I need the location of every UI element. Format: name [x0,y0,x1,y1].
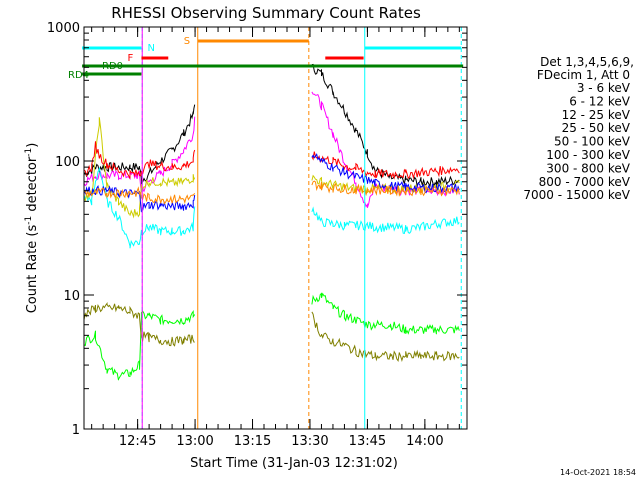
y-axis-label-main: Count Rate (s [25,225,40,314]
series-line-4 [83,167,460,249]
flag-label-n: N [147,43,154,54]
y-tick-label-3: 100 [55,155,80,170]
legend-label-2: 6 - 12 keV [569,94,631,108]
series-line-6 [83,141,460,180]
y-axis-label: Count Rate (s-1 detector-1) [24,143,40,314]
x-axis-label: Start Time (31-Jan-03 12:31:02) [190,456,398,471]
plot-series-layer [83,63,460,381]
legend-label-3: 12 - 25 keV [562,108,631,122]
y-axis-label-end: ) [25,143,40,148]
legend-label-1: 3 - 6 keV [577,81,631,95]
flag-bar-layer: N S F RD0 RD4 [68,36,464,81]
series-line-3 [83,292,460,381]
x-tick-label-5: 13:45 [349,434,386,449]
series-line-8 [83,180,460,205]
flag-label-s: S [184,36,190,47]
legend-header-line-1: Det 1,3,4,5,6,9, [540,55,634,69]
legend-label-8: 800 - 7000 keV [539,175,631,189]
legend-header-line-2: FDecim 1, Att 0 [537,68,630,82]
y-axis-label-sup-2: -1 [24,148,34,157]
x-tick-label-2: 13:00 [176,434,213,449]
series-line-5 [83,117,460,219]
y-axis-label-mid: detector [25,156,40,216]
flag-label-f: F [127,53,133,64]
series-line-9 [83,301,460,362]
legend: Det 1,3,4,5,6,9, FDecim 1, Att 0 3 - 6 k… [523,55,634,202]
x-tick-label-6: 14:00 [406,434,443,449]
legend-label-6: 100 - 300 keV [546,148,630,162]
y-axis-label-sup-1: -1 [24,216,34,225]
x-tick-label-4: 13:30 [291,434,328,449]
x-tick-label-1: 12:45 [119,434,156,449]
flag-label-rd0: RD0 [102,61,123,72]
y-tick-label-2: 10 [63,289,80,304]
x-tick-label-3: 13:15 [234,434,271,449]
flag-label-rd4: RD4 [68,70,89,81]
y-tick-label-1: 1 [72,423,80,438]
timestamp: 14-Oct-2021 18:54 [560,468,636,477]
y-tick-label-4: 1000 [47,21,80,36]
legend-label-7: 300 - 800 keV [546,161,630,175]
legend-label-4: 25 - 50 keV [562,121,631,135]
chart-title: RHESSI Observing Summary Count Rates [111,4,421,22]
vertical-marker-layer [141,27,462,429]
axis-layer: 12:45 13:00 13:15 13:30 13:45 14:00 1 10 100 1000 [47,21,468,449]
legend-label-5: 50 - 100 keV [554,135,631,149]
legend-label-9: 7000 - 15000 keV [523,188,630,202]
